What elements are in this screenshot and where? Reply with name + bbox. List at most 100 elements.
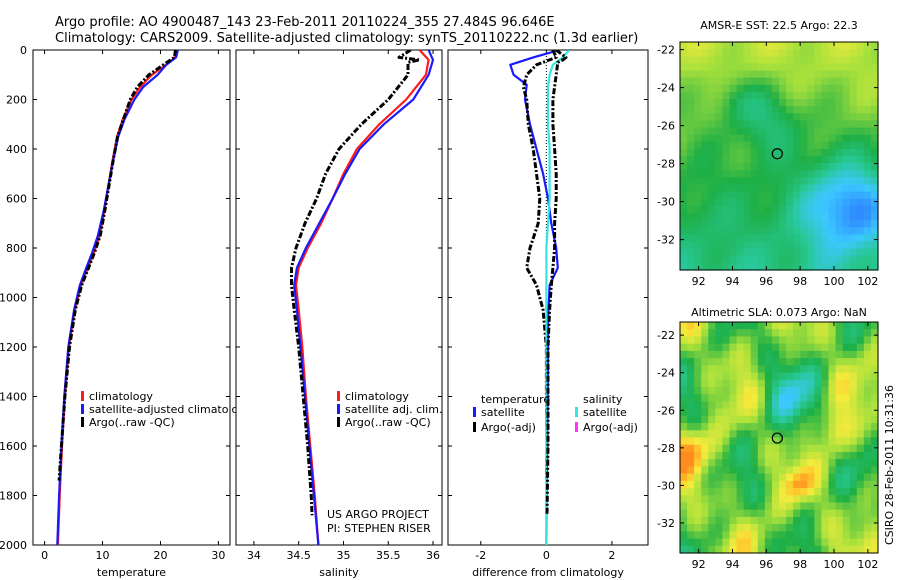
map-cell [800,480,808,489]
map-cell [757,227,766,235]
map-cell [842,156,851,164]
map-cell [736,415,745,424]
map-cell [821,191,830,200]
map-cell [771,42,780,50]
map-cell [771,322,780,330]
map-cell [849,148,858,157]
y-tick-label: -24 [657,82,675,95]
map-cell [715,545,724,554]
map-cell [828,322,837,330]
map-cell [687,127,695,136]
map-cell [771,524,780,532]
y-tick-label: -28 [657,158,675,171]
map-cell [722,415,731,424]
map-cell [863,336,872,345]
map-cell [856,248,865,257]
map-cell [736,444,745,453]
map-cell [842,248,851,257]
map-cell [821,488,830,496]
map-cell [800,113,808,121]
map-cell [708,227,716,235]
map-cell [701,184,709,193]
map-cell [757,248,766,257]
map-cell [687,234,695,243]
map-cell [729,170,738,178]
map-raster [680,42,879,271]
map-cell [786,444,794,453]
map-cell [870,220,879,228]
map-cell [694,198,702,207]
map-cell [835,538,844,547]
map-cell [870,234,879,243]
map-cell [842,227,851,235]
map-cell [715,401,724,410]
map-cell [680,99,688,107]
map-cell [701,220,709,228]
map-cell [743,350,752,359]
map-cell [814,524,823,532]
map-cell [856,198,865,207]
map-cell [736,42,745,50]
map-cell [771,91,780,100]
map-cell [800,170,808,178]
map-cell [757,198,766,207]
map-cell [786,63,794,72]
map-cell [835,120,844,129]
map-cell [849,141,858,150]
map-cell [715,502,724,511]
map-cell [680,336,688,345]
map-cell [715,495,724,504]
map-cell [856,113,865,121]
map-cell [743,84,752,93]
map-cell [842,141,851,150]
sst-map-panel: AMSR-E SST: 22.5 Argo: 22.392 94 96 98 100 10… [657,19,879,288]
map-cell [687,502,695,511]
map-cell [786,495,794,504]
map-cell [828,220,837,228]
map-cell [870,401,879,410]
map-cell [807,329,815,338]
map-cell [786,430,794,439]
map-cell [821,408,830,417]
map-cell [736,516,745,525]
map-cell [694,255,702,264]
map-cell [814,205,823,214]
map-cell [870,451,879,460]
map-cell [708,191,716,200]
map-cell [863,444,872,453]
map-cell [807,322,815,330]
map-cell [842,343,851,352]
map-cell [750,184,759,193]
map-cell [771,437,780,446]
map-cell [856,106,865,114]
map-cell [743,336,752,345]
map-cell [715,184,724,193]
map-cell [764,134,773,143]
map-cell [715,329,724,338]
map-cell [786,488,794,496]
map-cell [694,423,702,431]
map-cell [800,177,808,186]
map-cell [779,343,787,352]
map-cell [687,444,695,453]
map-cell [863,495,872,504]
map-cell [708,213,716,221]
map-cell [842,198,851,207]
map-cell [708,394,716,403]
map-cell [828,415,837,424]
map-cell [793,84,801,93]
map-cell [786,106,794,114]
map-cell [793,336,801,345]
map-cell [821,329,830,338]
map-cell [764,156,773,164]
map-cell [786,205,794,214]
map-cell [779,213,787,221]
map-cell [849,91,858,100]
map-cell [849,134,858,143]
map-cell [736,329,745,338]
map-cell [807,49,815,57]
map-cell [771,234,780,243]
map-cell [771,70,780,79]
map-cell [793,444,801,453]
map-cell [835,227,844,235]
